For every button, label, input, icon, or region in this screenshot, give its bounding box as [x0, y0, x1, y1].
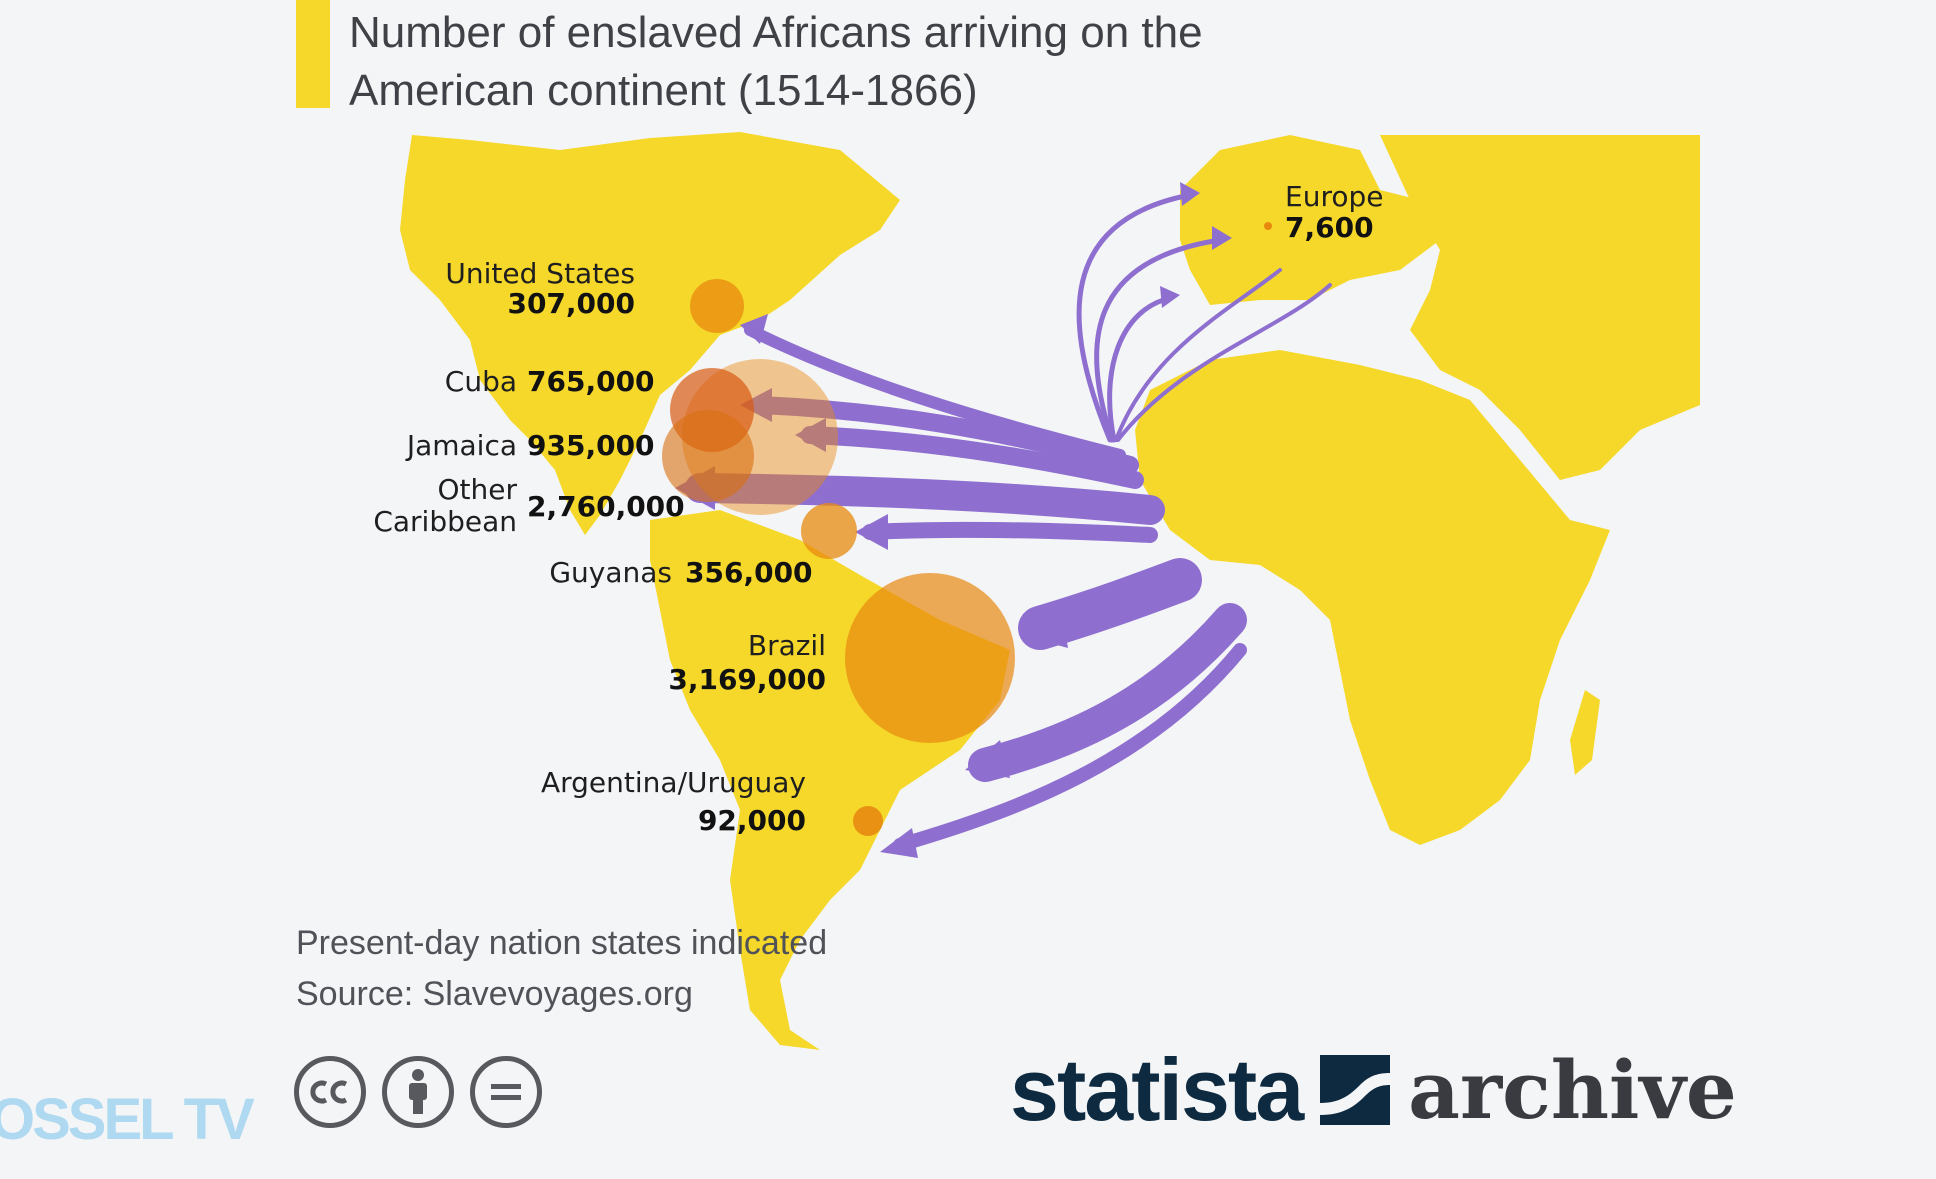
- label-guyanas: Guyanas: [549, 556, 672, 589]
- land-north-america: [400, 132, 900, 535]
- brand-name: statista: [1010, 1040, 1304, 1139]
- arrowhead-europe-3: [1160, 286, 1180, 308]
- bubble-guyanas: [801, 503, 857, 559]
- note-source: Source: Slavevoyages.org: [296, 975, 693, 1013]
- bubble-europe: [1264, 222, 1272, 230]
- flow-to-europe-1: [1076, 192, 1193, 443]
- value-argentina-uruguay: 92,000: [698, 804, 806, 837]
- arrowhead-cuba: [740, 388, 772, 422]
- arrowhead-europe-1: [1180, 182, 1200, 206]
- label-other-caribbean-line2: Caribbean: [373, 505, 517, 538]
- license-icons: [294, 1056, 542, 1128]
- flow-to-europe-4: [1114, 268, 1282, 442]
- map-title: Number of enslaved Africans arriving on …: [349, 8, 1203, 115]
- label-jamaica: Jamaica: [405, 429, 517, 462]
- value-bubbles: [662, 222, 1272, 836]
- statista-archive-logo[interactable]: statista archive: [1010, 1040, 1737, 1140]
- value-guyanas: 356,000: [685, 556, 813, 589]
- flow-to-europe-3: [1107, 295, 1173, 443]
- flow-to-europe-2: [1094, 237, 1223, 443]
- land-africa: [1135, 350, 1610, 845]
- arrowhead-united-states: [740, 314, 768, 344]
- bubble-brazil: [845, 573, 1015, 743]
- value-united-states: 307,000: [507, 287, 635, 320]
- value-europe: 7,600: [1285, 211, 1374, 244]
- land-asia: [1380, 135, 1700, 480]
- flow-to-jamaica: [801, 426, 1144, 489]
- label-cuba: Cuba: [445, 365, 517, 398]
- note-nation-states: Present-day nation states indicated: [296, 924, 828, 962]
- cc-icon[interactable]: [294, 1056, 366, 1128]
- attribution-icon[interactable]: [382, 1056, 454, 1128]
- label-brazil: Brazil: [748, 629, 826, 662]
- label-other-caribbean-line1: Other: [437, 473, 517, 506]
- arrowhead-brazil-south: [965, 740, 1010, 778]
- flow-to-argentina: [893, 643, 1247, 852]
- flow-to-guyanas: [862, 521, 1158, 543]
- arrowhead-brazil: [1020, 600, 1068, 648]
- arrowhead-jamaica: [795, 418, 826, 452]
- bubble-jamaica: [662, 410, 754, 502]
- flow-to-brazil-south: [968, 603, 1247, 782]
- value-cuba: 765,000: [527, 365, 655, 398]
- label-united-states: United States: [445, 257, 635, 290]
- bubble-united-states: [690, 279, 744, 333]
- land-madagascar: [1570, 690, 1600, 775]
- bubble-argentina-uruguay: [853, 806, 883, 836]
- label-europe: Europe: [1285, 180, 1383, 213]
- arrowhead-guyanas: [855, 514, 888, 550]
- arrowhead-europe-2: [1212, 226, 1232, 250]
- value-brazil: 3,169,000: [668, 663, 826, 696]
- no-derivatives-icon[interactable]: [470, 1056, 542, 1128]
- flow-to-other-caribbean: [685, 473, 1165, 525]
- flow-to-cuba: [751, 396, 1139, 474]
- label-argentina-uruguay: Argentina/Uruguay: [541, 766, 806, 799]
- statista-mark-icon: [1320, 1055, 1391, 1125]
- footnotes: Present-day nation states indicated Sour…: [296, 918, 827, 1020]
- value-other-caribbean: 2,760,000: [527, 490, 685, 523]
- brand-suffix: archive: [1408, 1043, 1737, 1137]
- arrowhead-argentina: [880, 828, 918, 858]
- title-accent-bar: [296, 0, 330, 108]
- flow-to-europe-5: [1116, 283, 1332, 442]
- land-europe: [1180, 135, 1440, 305]
- value-jamaica: 935,000: [527, 429, 655, 462]
- channel-watermark: OSSEL TV: [0, 1087, 255, 1152]
